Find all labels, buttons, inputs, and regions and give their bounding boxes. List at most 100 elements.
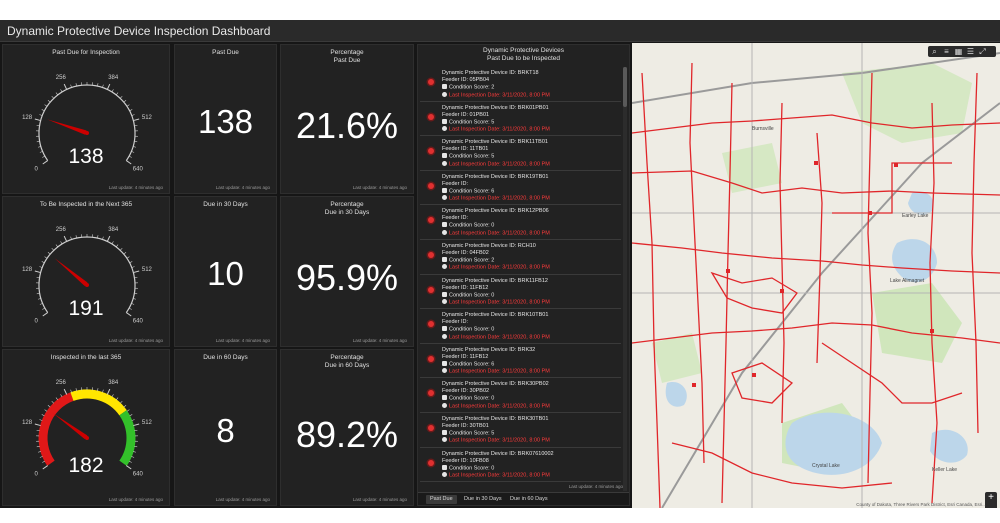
inspection-row: Last Inspection Date: 3/11/2020, 8:00 PM: [442, 264, 621, 272]
device-marker-icon: [428, 321, 434, 328]
device-id: Dynamic Protective Device ID: BRK0761000…: [442, 450, 554, 457]
gauge-tick: [42, 465, 48, 470]
gauge-tick-label: 384: [108, 227, 119, 233]
list-item[interactable]: Dynamic Protective Device ID: BRK30TB01 F…: [420, 413, 621, 448]
zoom-in-button[interactable]: +: [988, 492, 994, 503]
list-scrollbar[interactable]: [623, 67, 627, 491]
legend-icon[interactable]: ☰: [966, 47, 975, 56]
list-item[interactable]: Dynamic Protective Device ID: BRK0761000…: [420, 448, 621, 483]
map-toolbar: ⌕ ≡ ▦ ☰ ⤢: [928, 46, 996, 57]
gauge-tick: [44, 409, 48, 412]
feeder-network: [632, 62, 1000, 508]
inspection-row: Last Inspection Date: 3/11/2020, 8:00 PM: [442, 160, 621, 169]
condition-row: Condition Score: 0: [442, 326, 621, 334]
park-area: [652, 333, 702, 383]
fullscreen-icon[interactable]: ⤢: [979, 47, 986, 56]
list-item[interactable]: Dynamic Protective Device ID: BRK30PB02 F…: [420, 378, 621, 413]
list-item[interactable]: Dynamic Protective Device ID: BRK01PB01 F…: [420, 102, 621, 137]
gauge-tick: [37, 451, 42, 453]
basemap-icon[interactable]: ▦: [954, 47, 963, 56]
gauge-tick: [41, 414, 45, 417]
gauge-tick: [131, 266, 135, 268]
indicator-subtitle: Due in 60 Days: [324, 362, 370, 369]
inspection-row: Last Inspection Date: 3/11/2020, 8:00 PM: [442, 472, 621, 480]
gauge-hub: [85, 283, 89, 287]
zoom-out-button[interactable]: −: [985, 504, 997, 508]
tab-due-30[interactable]: Due in 30 Days: [464, 496, 502, 502]
gauge-tick: [39, 456, 43, 458]
list-item[interactable]: Dynamic Protective Device ID: BRKT18 Feed…: [420, 67, 621, 102]
gauge-tick: [75, 388, 77, 392]
indicator-value: 10: [207, 255, 244, 292]
gauge-tick: [44, 104, 48, 107]
map-canvas[interactable]: [632, 43, 1000, 508]
percent-due-60: Percentage Due in 60 Days 89.2% Last upd…: [280, 349, 414, 506]
map-label: Keller Lake: [932, 467, 958, 473]
list-item[interactable]: Dynamic Protective Device ID: BRK11FB12 F…: [420, 275, 621, 310]
gauge-dial: 0 128 256 384 512 640: [22, 227, 153, 325]
list-item[interactable]: Dynamic Protective Device ID: BRK32 Feede…: [420, 344, 621, 379]
list-title: Dynamic Protective Devices: [483, 47, 564, 54]
last-update: Last update: 4 minutes ago: [108, 185, 163, 190]
gauge-tick: [39, 303, 43, 305]
device-marker-icon: [428, 459, 434, 466]
device-marker-icon: [428, 217, 434, 224]
gauge-tick-label: 384: [108, 75, 119, 81]
feeder-id: Feeder ID: 30PB02: [442, 388, 490, 395]
gauge-tick: [131, 303, 135, 305]
device-marker-icon: [428, 390, 434, 397]
condition-score: Condition Score: 0: [449, 222, 495, 229]
tab-past-due[interactable]: Past Due: [426, 495, 457, 504]
map-view[interactable]: Burnsville Crystal Lake Lake Alimagnet E…: [632, 43, 1000, 508]
list-item[interactable]: Dynamic Protective Device ID: BRK19TB01 F…: [420, 171, 621, 206]
gauge-tick: [123, 404, 127, 408]
indicator-title: Past Due: [212, 49, 239, 56]
highway: [632, 52, 1000, 104]
gauge-value: 191: [68, 297, 104, 320]
scroll-thumb[interactable]: [623, 67, 627, 107]
feeder-id: Feeder ID: 05PB04: [442, 77, 490, 83]
gauge-tick-label: 512: [142, 420, 153, 426]
last-inspection: Last Inspection Date: 3/11/2020, 8:00 PM: [449, 161, 550, 168]
device-id: Dynamic Protective Device ID: BRK12PB06: [442, 208, 549, 215]
gauge-tick: [132, 146, 137, 148]
gauge-tick: [42, 312, 48, 317]
gauge-tick-label: 512: [142, 267, 153, 273]
device-id: Dynamic Protective Device ID: BRK19TB01: [442, 173, 549, 180]
list-item[interactable]: Dynamic Protective Device ID: BRK12PB06 F…: [420, 205, 621, 240]
last-inspection: Last Inspection Date: 3/11/2020, 8:00 PM: [449, 92, 550, 98]
condition-row: Condition Score: 0: [442, 395, 621, 403]
gauge-tick: [37, 146, 42, 148]
gauge-tick: [55, 244, 59, 248]
dashboard-title: Dynamic Protective Device Inspection Das…: [0, 20, 1000, 42]
condition-row: Condition Score: 2: [442, 84, 621, 92]
list-item[interactable]: Dynamic Protective Device ID: RCH10 Feede…: [420, 240, 621, 275]
gauge-tick: [34, 423, 41, 427]
document-icon: [442, 464, 447, 470]
document-icon: [442, 291, 447, 297]
gauge-tick: [42, 155, 46, 158]
device-list[interactable]: Dynamic Protective Device ID: BRKT18 Feed…: [420, 67, 621, 491]
layers-icon[interactable]: ≡: [944, 47, 949, 56]
inspection-row: Last Inspection Date: 3/11/2020, 8:00 PM: [442, 126, 621, 134]
gauge-tick: [111, 89, 114, 93]
gauge-tick: [42, 307, 46, 310]
lake: [785, 412, 882, 475]
search-icon[interactable]: ⌕: [932, 47, 937, 56]
last-inspection: Last Inspection Date: 3/11/2020, 8:00 PM: [449, 230, 550, 237]
device-marker-icon: [428, 182, 434, 189]
list-item[interactable]: Dynamic Protective Device ID: BRK10TB01 F…: [420, 309, 621, 344]
gauge-tick-label: 640: [133, 167, 144, 173]
condition-row: Condition Score: 5: [442, 429, 621, 438]
gauge-last-365: Inspected in the last 365 0 128 256 384 512 6…: [2, 349, 170, 506]
list-item[interactable]: Dynamic Protective Device ID: BRK11TB01 F…: [420, 136, 621, 171]
gauge-tick: [55, 397, 59, 401]
tab-due-60[interactable]: Due in 60 Days: [510, 496, 548, 502]
highway: [661, 102, 1000, 508]
gauge-tick: [39, 151, 43, 153]
map-attribution: County of Dakota, Three Rivers Park Dist…: [856, 502, 986, 507]
feeder-id: Feeder ID:: [442, 180, 468, 187]
gauge-tick-label: 128: [22, 420, 33, 426]
gauge-tick: [70, 389, 72, 393]
gauge-tick: [132, 451, 137, 453]
